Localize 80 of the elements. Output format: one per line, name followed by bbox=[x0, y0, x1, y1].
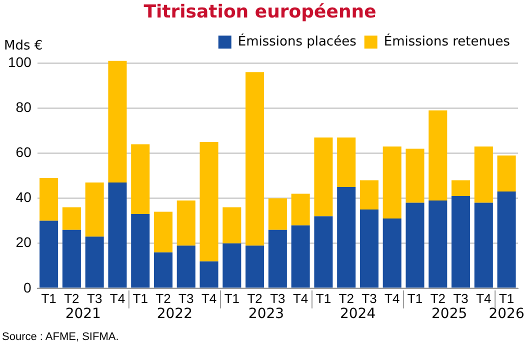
bar bbox=[291, 194, 310, 226]
bar bbox=[382, 146, 402, 219]
x-tick-label: T4 bbox=[110, 290, 126, 306]
x-tick-label: T3 bbox=[270, 290, 286, 306]
bar bbox=[176, 200, 196, 246]
x-tick-label: T4 bbox=[292, 290, 308, 306]
bar bbox=[474, 202, 493, 288]
bar bbox=[40, 178, 58, 221]
bar bbox=[222, 207, 242, 244]
bar bbox=[85, 236, 104, 288]
x-tick-label: T2 bbox=[156, 290, 171, 306]
bar bbox=[222, 243, 242, 288]
text: 2025 bbox=[432, 306, 468, 322]
bar bbox=[406, 148, 424, 203]
y-tick-label: 40 bbox=[16, 189, 32, 206]
y-tick-label: 100 bbox=[8, 54, 32, 70]
x-tick-label: T2 bbox=[338, 290, 354, 306]
bar bbox=[108, 182, 127, 288]
bar bbox=[428, 110, 448, 201]
bar bbox=[406, 202, 424, 288]
bar bbox=[40, 220, 58, 288]
bar bbox=[314, 216, 333, 288]
x-tick-label: T1 bbox=[316, 290, 332, 306]
bar bbox=[474, 146, 493, 203]
x-tick-label: T1 bbox=[224, 290, 240, 306]
bar bbox=[337, 187, 356, 288]
bar bbox=[154, 252, 173, 288]
bar bbox=[85, 182, 104, 237]
text: 2023 bbox=[248, 306, 284, 322]
x-tick-label: T2 bbox=[247, 290, 262, 306]
bar bbox=[360, 210, 378, 288]
x-tick-label: T3 bbox=[86, 290, 102, 306]
bar bbox=[497, 155, 516, 192]
bar bbox=[246, 72, 264, 246]
bar bbox=[268, 230, 287, 288]
x-tick-label: T1 bbox=[41, 290, 56, 306]
x-tick-label: T3 bbox=[453, 290, 468, 306]
bar bbox=[108, 60, 127, 183]
bar bbox=[452, 180, 470, 196]
bar bbox=[314, 137, 333, 216]
text: 2021 bbox=[65, 306, 101, 322]
x-tick-label: T4 bbox=[384, 290, 400, 306]
bar bbox=[131, 214, 150, 288]
bar bbox=[268, 198, 287, 230]
bar bbox=[154, 212, 173, 252]
bar bbox=[452, 196, 470, 288]
bar bbox=[200, 261, 218, 288]
bar bbox=[246, 246, 264, 288]
x-tick-label: T2 bbox=[430, 290, 446, 306]
bar bbox=[382, 218, 402, 288]
y-tick-label: 60 bbox=[16, 144, 32, 160]
bar bbox=[291, 225, 310, 288]
bar bbox=[62, 230, 81, 288]
text: 2022 bbox=[156, 306, 193, 322]
x-tick-label: T1 bbox=[498, 290, 514, 306]
x-tick-label: T3 bbox=[178, 290, 194, 306]
bar bbox=[62, 207, 81, 230]
bar bbox=[337, 137, 356, 188]
bar bbox=[497, 192, 516, 288]
text: 2026 bbox=[488, 306, 524, 322]
y-tick-label: 0 bbox=[24, 279, 32, 296]
y-tick-label: 80 bbox=[16, 99, 32, 116]
y-tick-label: 20 bbox=[16, 234, 32, 250]
legend-label: Émissions retenues bbox=[384, 32, 510, 50]
x-tick-label: T4 bbox=[201, 290, 217, 306]
legend-label: Émissions placées bbox=[238, 32, 357, 50]
bar bbox=[428, 200, 448, 288]
x-tick-label: T1 bbox=[132, 290, 148, 306]
bar bbox=[360, 180, 378, 210]
chart-title: Titrisation européenne bbox=[144, 1, 376, 22]
text: 2024 bbox=[340, 306, 376, 322]
x-tick-label: T2 bbox=[64, 290, 80, 306]
x-tick-label: T3 bbox=[362, 290, 377, 306]
bar bbox=[200, 142, 218, 262]
bar bbox=[131, 144, 150, 214]
bar bbox=[176, 246, 196, 288]
x-tick-label: T1 bbox=[407, 290, 423, 306]
y-axis-title: Mds € bbox=[4, 38, 43, 54]
source-note: Source : AFME, SIFMA. bbox=[2, 331, 119, 343]
x-tick-label: T4 bbox=[476, 290, 492, 306]
